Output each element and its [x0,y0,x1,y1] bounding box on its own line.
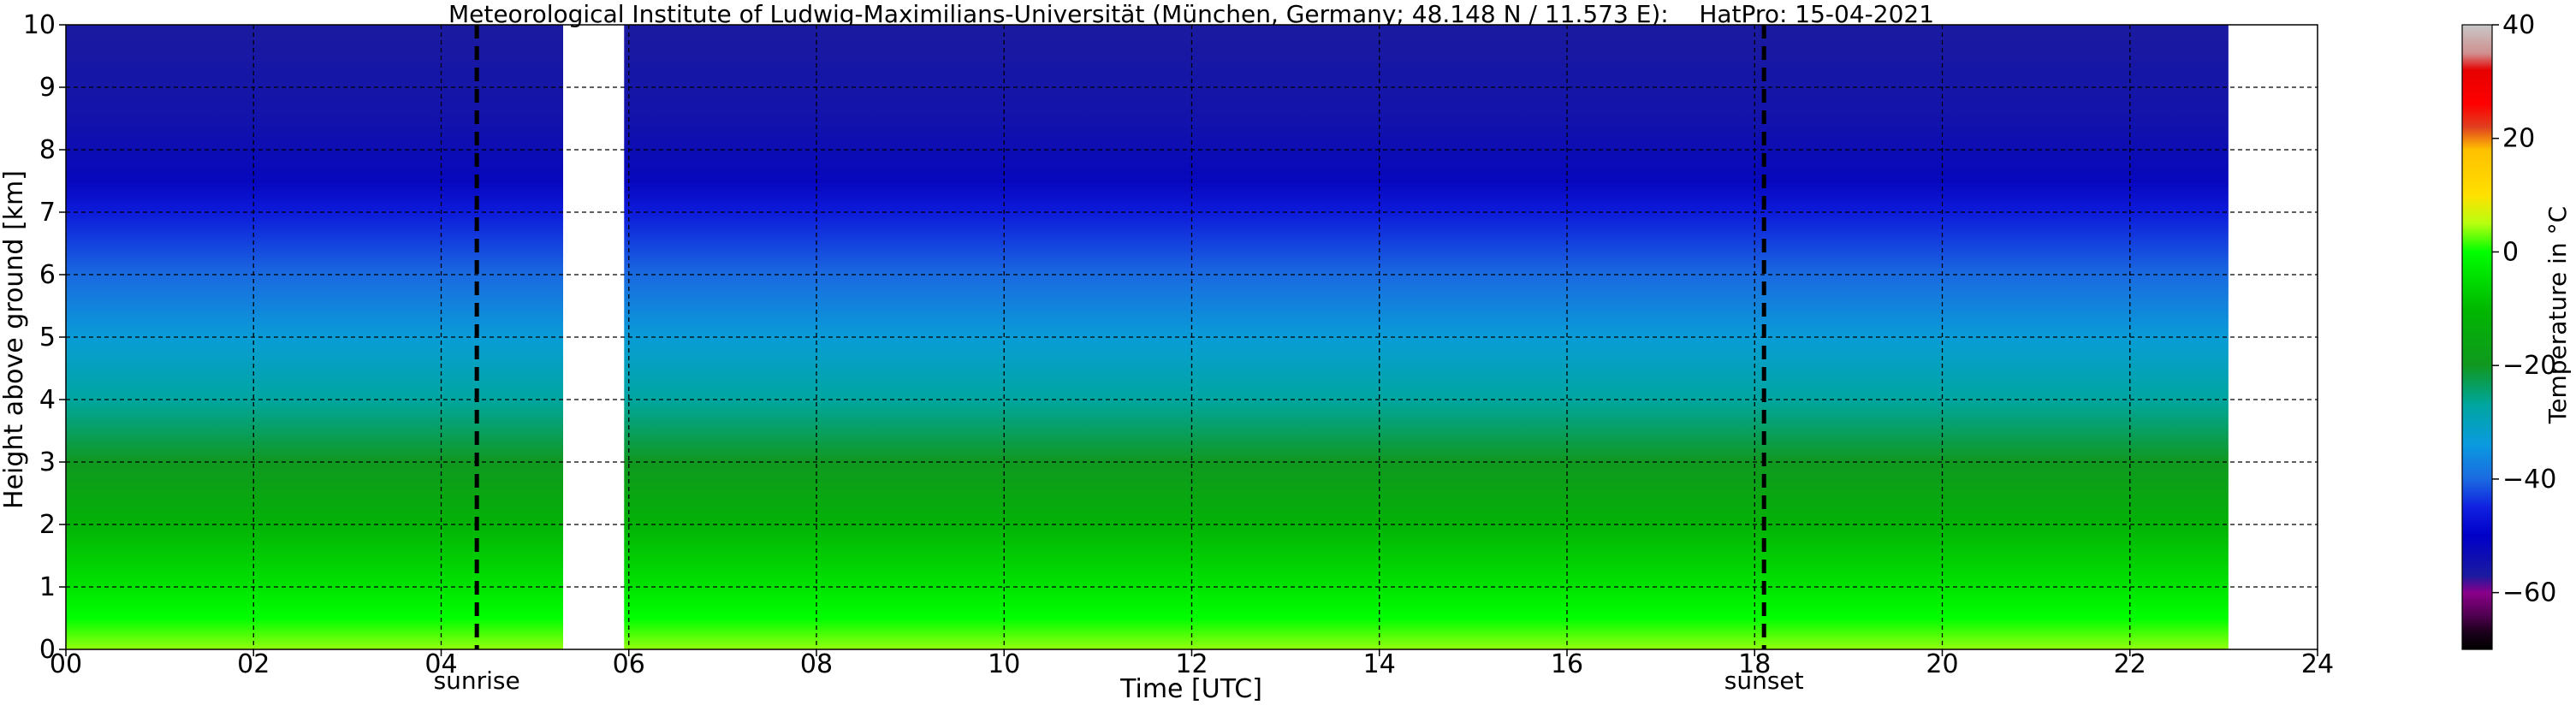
y-tick-label: 0 [39,635,56,665]
colorbar-tick-label: −20 [2502,351,2556,381]
colorbar-label: Temperature in °C [2543,206,2572,424]
y-tick-label: 5 [39,323,56,352]
x-tick-label: 02 [237,649,270,679]
x-tick-label: 00 [50,649,82,679]
colorbar-tick-label: 40 [2502,10,2535,40]
x-tick-label: 10 [988,649,1020,679]
colorbar-tick-label: 0 [2502,237,2519,267]
y-tick-label: 4 [39,385,56,415]
colorbar-scale [2461,24,2493,650]
chart-title: Meteorological Institute of Ludwig-Maxim… [448,0,1934,28]
colorbar: 40 20 0 −20 −40 −60 [2461,10,2556,650]
y-tick-label: 1 [39,572,56,602]
y-tick-label: 8 [39,135,56,165]
event-markers: sunrise sunset [434,25,1804,695]
y-tick-label: 9 [39,73,56,103]
y-axis-ticks: 0 1 2 3 4 5 6 7 8 9 10 [23,10,66,665]
colorbar-tick-label: −40 [2502,465,2556,495]
x-tick-label: 18 [1738,649,1771,679]
x-tick-label: 16 [1551,649,1583,679]
sunset-label: sunset [1724,666,1804,695]
colorbar-tick-label: 20 [2502,124,2535,154]
x-axis-ticks: 00 02 04 06 08 10 12 14 16 18 20 22 24 [50,649,2334,679]
colorbar-tick-label: −60 [2502,578,2556,608]
y-tick-label: 2 [39,510,56,540]
y-tick-label: 3 [39,447,56,477]
y-tick-label: 7 [39,198,56,228]
y-axis-label: Height above ground [km] [0,170,29,509]
y-tick-label: 6 [39,260,56,290]
grid-lines [66,25,2318,649]
x-tick-label: 22 [2114,649,2146,679]
x-axis-label: Time [UTC] [1119,674,1262,704]
x-tick-label: 06 [613,649,645,679]
x-tick-label: 08 [800,649,833,679]
y-tick-label: 10 [23,10,56,40]
x-tick-label: 20 [1926,649,1958,679]
x-tick-label: 04 [424,649,457,679]
x-tick-label: 14 [1363,649,1396,679]
sunrise-label: sunrise [434,666,520,695]
x-tick-label: 24 [2301,649,2334,679]
x-tick-label: 12 [1175,649,1208,679]
